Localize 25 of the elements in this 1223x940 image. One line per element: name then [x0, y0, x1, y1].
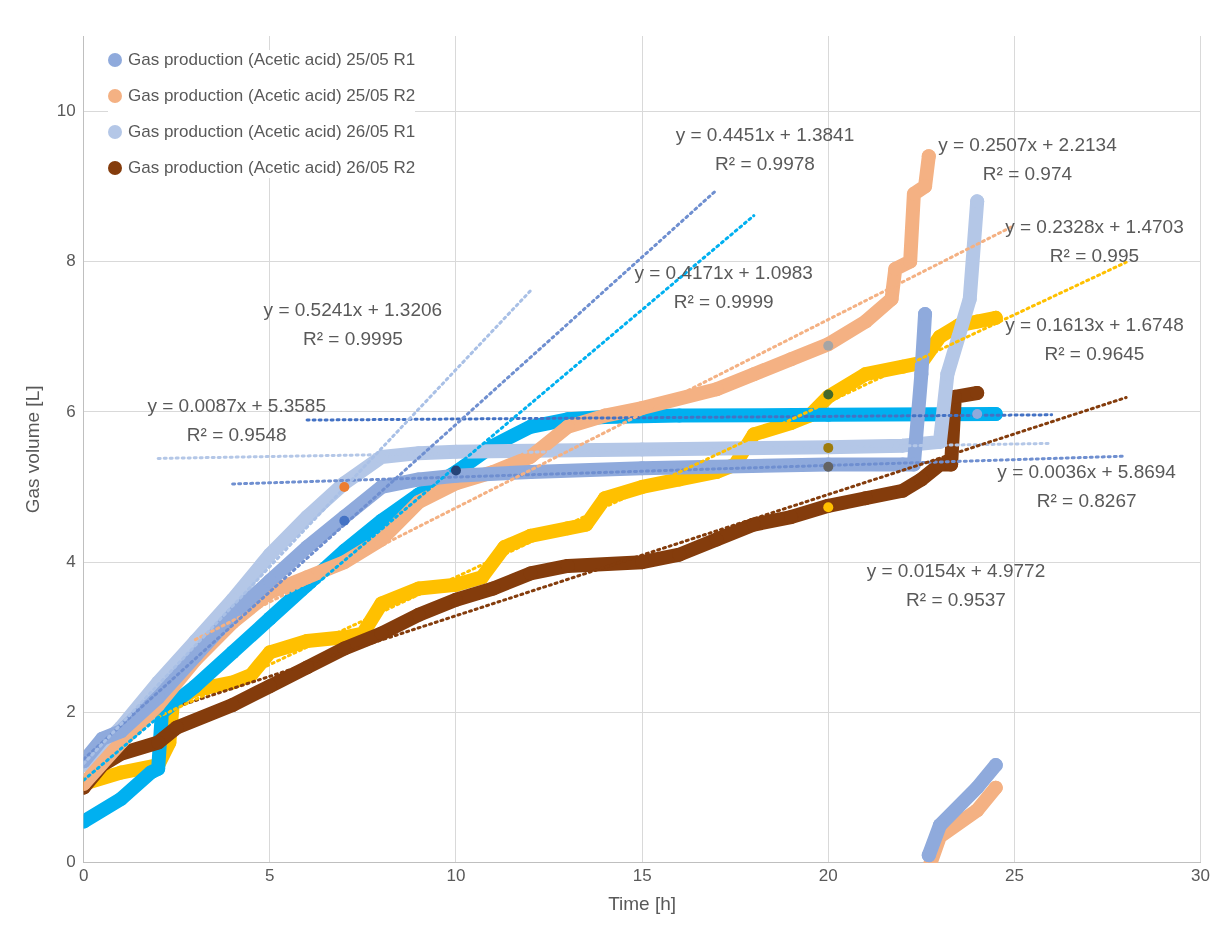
legend-label: Gas production (Acetic acid) 25/05 R2	[128, 86, 416, 106]
annotation: y = 0.0036x + 5.8694 R² = 0.8267	[997, 460, 1177, 511]
annotation: y = 0.2507x + 2.2134 R² = 0.974	[938, 134, 1118, 185]
x-tick-label: 15	[632, 865, 652, 885]
x-tick-label: 20	[818, 865, 838, 885]
legend-label: Gas production (Acetic acid) 26/05 R2	[128, 158, 416, 178]
y-tick-label: 8	[66, 251, 76, 271]
x-tick-label: 30	[1191, 865, 1211, 885]
x-tick-label: 10	[446, 865, 466, 885]
legend-label: Gas production (Acetic acid) 25/05 R1	[128, 50, 416, 70]
y-tick-label: 4	[66, 551, 76, 571]
x-axis-title: Time [h]	[608, 892, 677, 914]
y-tick-label: 0	[66, 852, 76, 872]
y-axis-title: Gas volume [L]	[21, 385, 43, 514]
annotation: y = 0.0154x + 4.9772 R² = 0.9537	[866, 560, 1046, 610]
annotation: y = 0.1613x + 1.6748 R² = 0.9645	[1005, 313, 1184, 364]
annotation: y = 0.4451x + 1.3841 R² = 0.9978	[675, 124, 855, 175]
y-tick-label: 2	[66, 702, 76, 722]
y-tick-label: 6	[66, 401, 76, 421]
annotation: y = 0.0087x + 5.3585 R² = 0.9548	[147, 394, 326, 445]
legend-label: Gas production (Acetic acid) 26/05 R1	[128, 122, 416, 142]
x-tick-label: 5	[265, 865, 275, 885]
x-tick-label: 25	[1004, 865, 1024, 885]
annotation: y = 0.5241x + 1.3206 R² = 0.9995	[263, 298, 443, 349]
y-tick-label: 10	[56, 100, 76, 120]
